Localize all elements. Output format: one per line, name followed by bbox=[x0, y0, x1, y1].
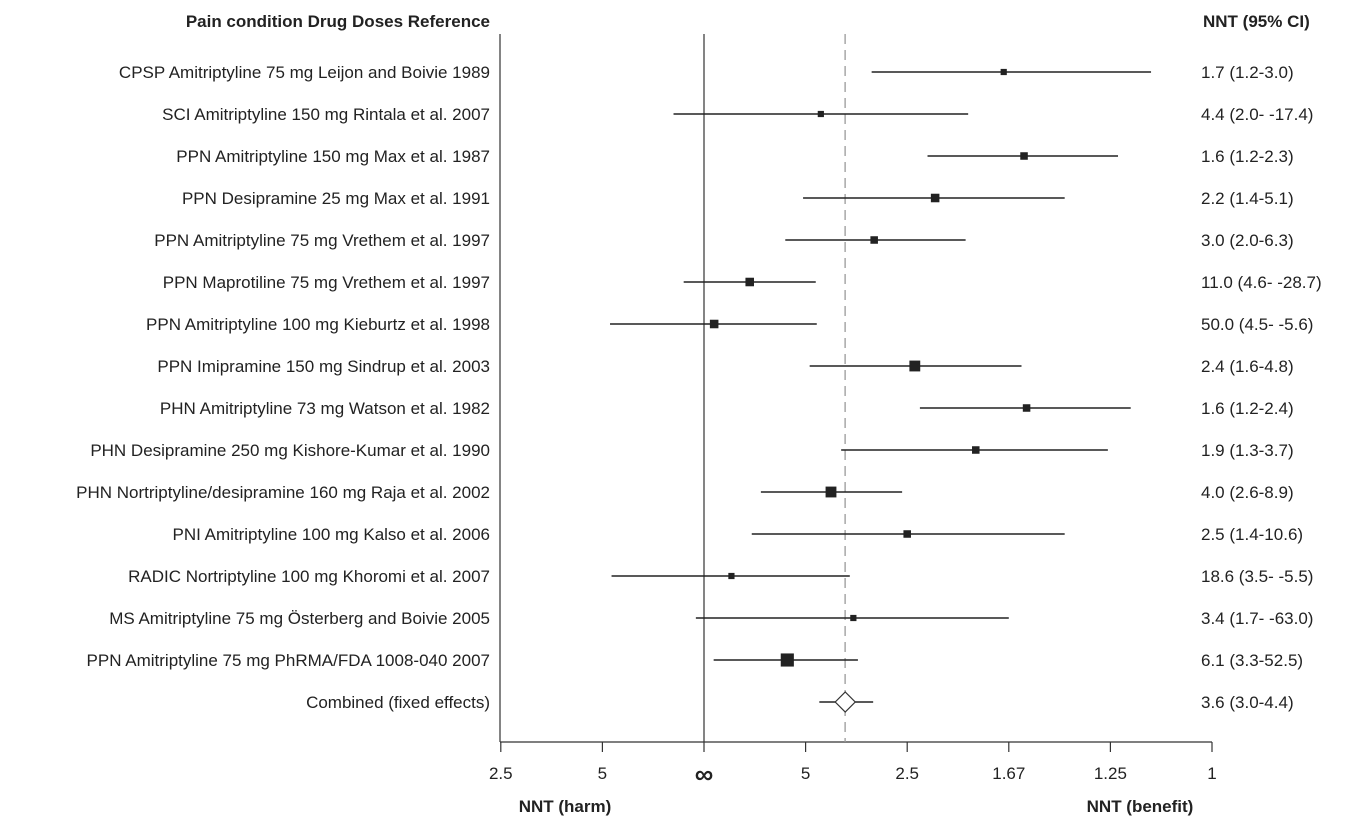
nnt-ci-value: 1.7 (1.2-3.0) bbox=[1201, 63, 1294, 82]
x-tick-label: 1.25 bbox=[1094, 764, 1127, 783]
study-row: PHN Nortriptyline/desipramine 160 mg Raj… bbox=[76, 483, 1293, 502]
study-label: PPN Amitriptyline 150 mg Max et al. 1987 bbox=[176, 147, 490, 166]
point-estimate-square bbox=[930, 193, 940, 203]
point-estimate-square bbox=[870, 236, 878, 244]
study-label: PPN Maprotiline 75 mg Vrethem et al. 199… bbox=[163, 273, 490, 292]
study-label: PPN Imipramine 150 mg Sindrup et al. 200… bbox=[157, 357, 490, 376]
point-estimate-square bbox=[903, 530, 911, 538]
point-estimate-square bbox=[745, 277, 754, 287]
study-row: PPN Amitriptyline 150 mg Max et al. 1987… bbox=[176, 147, 1293, 166]
x-axis-title-harm: NNT (harm) bbox=[519, 797, 612, 816]
study-label: MS Amitriptyline 75 mg Österberg and Boi… bbox=[109, 609, 490, 628]
study-row: PPN Amitriptyline 100 mg Kieburtz et al.… bbox=[146, 315, 1313, 334]
x-tick-label: 1 bbox=[1207, 764, 1216, 783]
nnt-ci-value: 50.0 (4.5- -5.6) bbox=[1201, 315, 1313, 334]
point-estimate-square bbox=[728, 572, 735, 580]
x-axis-title-benefit: NNT (benefit) bbox=[1087, 797, 1194, 816]
study-row: PHN Desipramine 250 mg Kishore-Kumar et … bbox=[90, 441, 1293, 460]
x-tick-label: 2.5 bbox=[489, 764, 513, 783]
nnt-ci-value: 4.4 (2.0- -17.4) bbox=[1201, 105, 1313, 124]
study-label: RADIC Nortriptyline 100 mg Khoromi et al… bbox=[128, 567, 490, 586]
left-column-header: Pain condition Drug Doses Reference bbox=[186, 12, 490, 31]
nnt-ci-value: 6.1 (3.3-52.5) bbox=[1201, 651, 1303, 670]
x-tick-label: 2.5 bbox=[895, 764, 919, 783]
x-tick-label: 1.67 bbox=[992, 764, 1025, 783]
x-axis-ticks: 2.5 5 ∞ 5 2.5 1.67 1.25 1 bbox=[489, 742, 1217, 789]
x-tick-label: 5 bbox=[598, 764, 607, 783]
study-label: PHN Nortriptyline/desipramine 160 mg Raj… bbox=[76, 483, 490, 502]
study-label: CPSP Amitriptyline 75 mg Leijon and Boiv… bbox=[119, 63, 490, 82]
study-row: PPN Maprotiline 75 mg Vrethem et al. 199… bbox=[163, 273, 1322, 292]
study-row: PHN Amitriptyline 73 mg Watson et al. 19… bbox=[160, 399, 1294, 418]
study-row: PPN Amitriptyline 75 mg Vrethem et al. 1… bbox=[154, 231, 1293, 250]
study-row: PPN Amitriptyline 75 mg PhRMA/FDA 1008-0… bbox=[87, 651, 1304, 670]
study-row: PPN Imipramine 150 mg Sindrup et al. 200… bbox=[157, 357, 1293, 376]
point-estimate-square bbox=[709, 319, 719, 329]
combined-row: Combined (fixed effects) 3.6 (3.0-4.4) bbox=[306, 691, 1294, 713]
study-row: PNI Amitriptyline 100 mg Kalso et al. 20… bbox=[173, 525, 1304, 544]
nnt-ci-value: 2.2 (1.4-5.1) bbox=[1201, 189, 1294, 208]
point-estimate-square bbox=[972, 446, 980, 454]
nnt-ci-value: 1.6 (1.2-2.4) bbox=[1201, 399, 1294, 418]
nnt-ci-value: 11.0 (4.6- -28.7) bbox=[1201, 273, 1322, 292]
study-label: PPN Amitriptyline 75 mg Vrethem et al. 1… bbox=[154, 231, 490, 250]
point-estimate-square bbox=[817, 110, 824, 118]
study-label: PNI Amitriptyline 100 mg Kalso et al. 20… bbox=[173, 525, 491, 544]
study-label: SCI Amitriptyline 150 mg Rintala et al. … bbox=[162, 105, 490, 124]
nnt-ci-value: 18.6 (3.5- -5.5) bbox=[1201, 567, 1313, 586]
study-row: SCI Amitriptyline 150 mg Rintala et al. … bbox=[162, 105, 1313, 124]
nnt-ci-value: 3.6 (3.0-4.4) bbox=[1201, 693, 1294, 712]
point-estimate-square bbox=[825, 486, 837, 498]
study-rows: CPSP Amitriptyline 75 mg Leijon and Boiv… bbox=[76, 63, 1322, 713]
nnt-ci-value: 1.9 (1.3-3.7) bbox=[1201, 441, 1294, 460]
point-estimate-square bbox=[850, 614, 857, 622]
study-label: PPN Amitriptyline 75 mg PhRMA/FDA 1008-0… bbox=[87, 651, 490, 670]
nnt-ci-value: 2.4 (1.6-4.8) bbox=[1201, 357, 1294, 376]
combined-label: Combined (fixed effects) bbox=[306, 693, 490, 712]
study-label: PPN Amitriptyline 100 mg Kieburtz et al.… bbox=[146, 315, 490, 334]
study-label: PPN Desipramine 25 mg Max et al. 1991 bbox=[182, 189, 490, 208]
right-column-header: NNT (95% CI) bbox=[1203, 12, 1310, 31]
nnt-ci-value: 4.0 (2.6-8.9) bbox=[1201, 483, 1294, 502]
study-row: RADIC Nortriptyline 100 mg Khoromi et al… bbox=[128, 567, 1313, 586]
nnt-ci-value: 3.4 (1.7- -63.0) bbox=[1201, 609, 1313, 628]
point-estimate-square bbox=[780, 653, 794, 667]
combined-effect-diamond bbox=[834, 691, 857, 713]
x-tick-label: 5 bbox=[801, 764, 810, 783]
nnt-ci-value: 1.6 (1.2-2.3) bbox=[1201, 147, 1294, 166]
study-row: PPN Desipramine 25 mg Max et al. 1991 2.2… bbox=[182, 189, 1294, 208]
point-estimate-square bbox=[1000, 68, 1007, 76]
x-tick-label-infinity: ∞ bbox=[695, 759, 714, 789]
point-estimate-square bbox=[909, 360, 921, 372]
study-label: PHN Amitriptyline 73 mg Watson et al. 19… bbox=[160, 399, 490, 418]
study-row: MS Amitriptyline 75 mg Österberg and Boi… bbox=[109, 609, 1313, 628]
nnt-ci-value: 3.0 (2.0-6.3) bbox=[1201, 231, 1294, 250]
point-estimate-square bbox=[1022, 404, 1031, 412]
nnt-ci-value: 2.5 (1.4-10.6) bbox=[1201, 525, 1303, 544]
point-estimate-square bbox=[1020, 152, 1028, 160]
study-label: PHN Desipramine 250 mg Kishore-Kumar et … bbox=[90, 441, 490, 460]
study-row: CPSP Amitriptyline 75 mg Leijon and Boiv… bbox=[119, 63, 1294, 82]
